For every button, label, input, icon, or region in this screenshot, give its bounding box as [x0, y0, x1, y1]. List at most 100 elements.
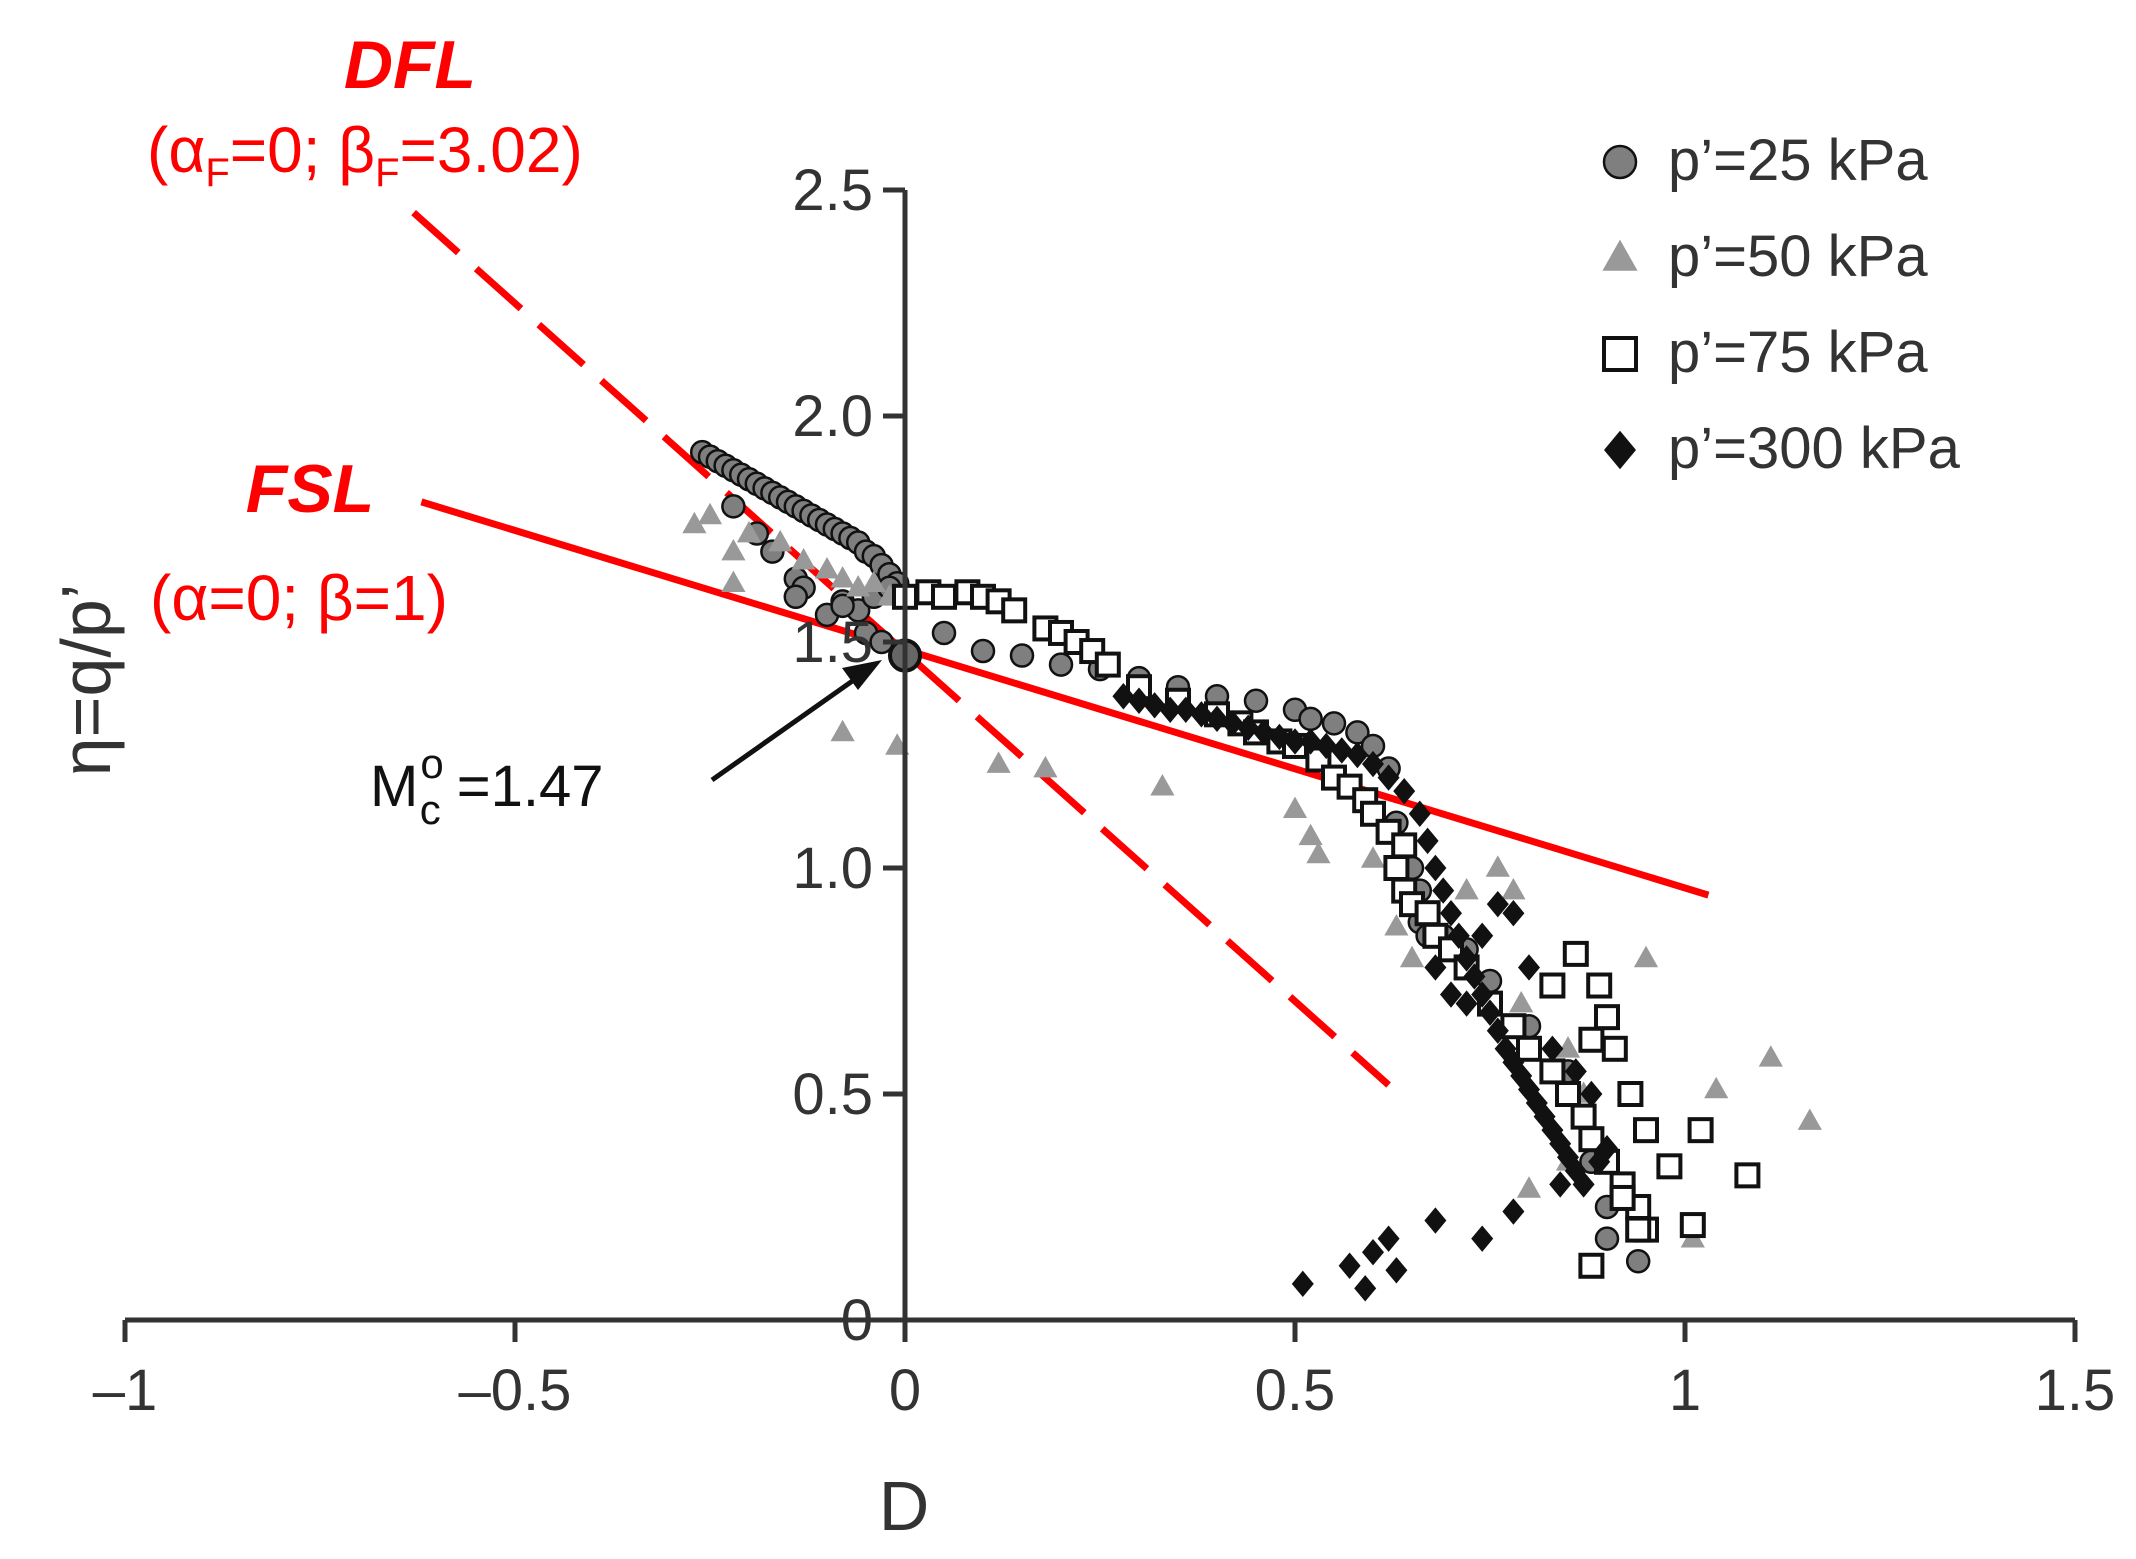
data-point — [791, 547, 816, 570]
data-point — [1112, 683, 1135, 710]
mc-arrow-head — [842, 660, 882, 690]
dfl-mid: =0; — [230, 114, 339, 186]
y-tick-label: 2.0 — [792, 384, 873, 449]
data-point — [721, 494, 746, 519]
data-point — [1243, 688, 1269, 714]
data-point — [1625, 1216, 1652, 1243]
data-point — [830, 719, 855, 742]
mc-arrow-line — [710, 667, 870, 783]
data-point — [1518, 1076, 1540, 1103]
x-tick-label: 0.5 — [1255, 1358, 1336, 1423]
data-point — [1338, 1252, 1361, 1279]
data-point — [1330, 737, 1353, 764]
data-point — [1377, 1225, 1400, 1252]
y-tick-label: 0.5 — [792, 1062, 873, 1127]
data-point — [1471, 1225, 1494, 1252]
data-point — [1321, 711, 1347, 736]
dfl-alpha-sub: F — [205, 151, 229, 195]
x-tick-label: 0 — [889, 1358, 921, 1423]
data-point — [1001, 597, 1028, 624]
data-point — [1298, 706, 1323, 732]
data-point — [1564, 1157, 1587, 1185]
data-point — [1549, 1130, 1572, 1157]
mc-label: Mo c =1.47 — [370, 740, 604, 833]
data-point — [1502, 900, 1525, 927]
data-point — [1190, 701, 1213, 728]
data-point — [1362, 750, 1384, 778]
data-point — [1408, 800, 1431, 827]
data-point — [1555, 1036, 1581, 1058]
data-point — [1354, 1275, 1377, 1302]
data-point — [1377, 764, 1400, 791]
mc-value: =1.47 — [441, 754, 604, 819]
data-point — [1150, 773, 1175, 796]
data-point — [1424, 854, 1447, 882]
data-point — [783, 584, 809, 610]
data-point — [1291, 1270, 1314, 1298]
data-point — [1633, 945, 1659, 968]
data-point — [1440, 981, 1462, 1008]
dfl-alpha: α — [168, 114, 205, 186]
mc-base: M — [370, 754, 418, 819]
data-point — [1564, 1058, 1587, 1085]
data-point — [1048, 652, 1074, 677]
data-point — [1424, 954, 1447, 981]
legend-marker-3 — [1604, 430, 1636, 470]
data-point — [1679, 1212, 1706, 1239]
tick-labels: –1 –0.5 0 0.5 1 1.5 0 0.5 1.0 1.5 2.0 2.5 — [93, 158, 2116, 1423]
data-point — [1221, 710, 1244, 737]
data-point — [1385, 1257, 1408, 1284]
mc-sub: c — [420, 786, 441, 833]
fsl-title: FSL — [246, 451, 374, 527]
legend-marker-2 — [1602, 336, 1638, 372]
data-point — [1252, 719, 1275, 746]
y-axis-title: η=q/p’ — [47, 584, 125, 777]
data-point — [1594, 1004, 1620, 1031]
legend-label-0: p’=25 kPa — [1668, 128, 1928, 193]
data-point — [721, 570, 746, 593]
data-point — [1601, 1035, 1628, 1062]
axes — [122, 187, 2078, 1342]
data-point — [970, 638, 996, 664]
legend-label-2: p’=75 kPa — [1668, 320, 1928, 385]
data-point — [1541, 1035, 1564, 1062]
data-point — [1539, 1058, 1566, 1085]
fsl-line — [420, 498, 1710, 899]
data-point — [1346, 741, 1369, 769]
data-point — [1306, 841, 1331, 864]
data-point — [1463, 963, 1486, 990]
data-point — [1416, 827, 1439, 855]
data-point — [1414, 900, 1441, 927]
data-point — [721, 538, 746, 561]
reference-lines — [411, 209, 1710, 1088]
data-point — [1237, 714, 1260, 742]
data-point — [814, 557, 840, 579]
mc-sup: o — [420, 740, 443, 787]
data-point — [1128, 687, 1150, 714]
legend-label-1: p’=50 kPa — [1668, 224, 1928, 289]
data-point — [697, 502, 723, 525]
data-point — [1384, 914, 1409, 936]
data-point — [1617, 1081, 1644, 1107]
data-point — [1578, 1026, 1605, 1053]
data-point — [1471, 922, 1494, 949]
data-point — [1391, 832, 1418, 859]
data-point — [1009, 643, 1035, 668]
data-point — [1383, 855, 1410, 881]
y-tick-label: 2.5 — [792, 158, 873, 223]
data-point — [1609, 1184, 1636, 1211]
data-point — [1094, 651, 1121, 678]
data-point — [1656, 1153, 1683, 1180]
data-point — [931, 620, 957, 646]
data-point — [1687, 1117, 1714, 1144]
data-point — [1633, 1117, 1659, 1144]
data-point — [1594, 1226, 1620, 1251]
data-point — [861, 570, 886, 593]
fsl-params: (α=0; β=1) — [150, 562, 448, 634]
data-point — [1586, 972, 1613, 999]
series-3 — [1112, 683, 1618, 1302]
data-point — [1797, 1108, 1822, 1130]
dfl-title: DFL — [344, 27, 476, 103]
y-tick-label: 1.5 — [792, 610, 873, 675]
dfl-beta: β — [338, 114, 375, 186]
